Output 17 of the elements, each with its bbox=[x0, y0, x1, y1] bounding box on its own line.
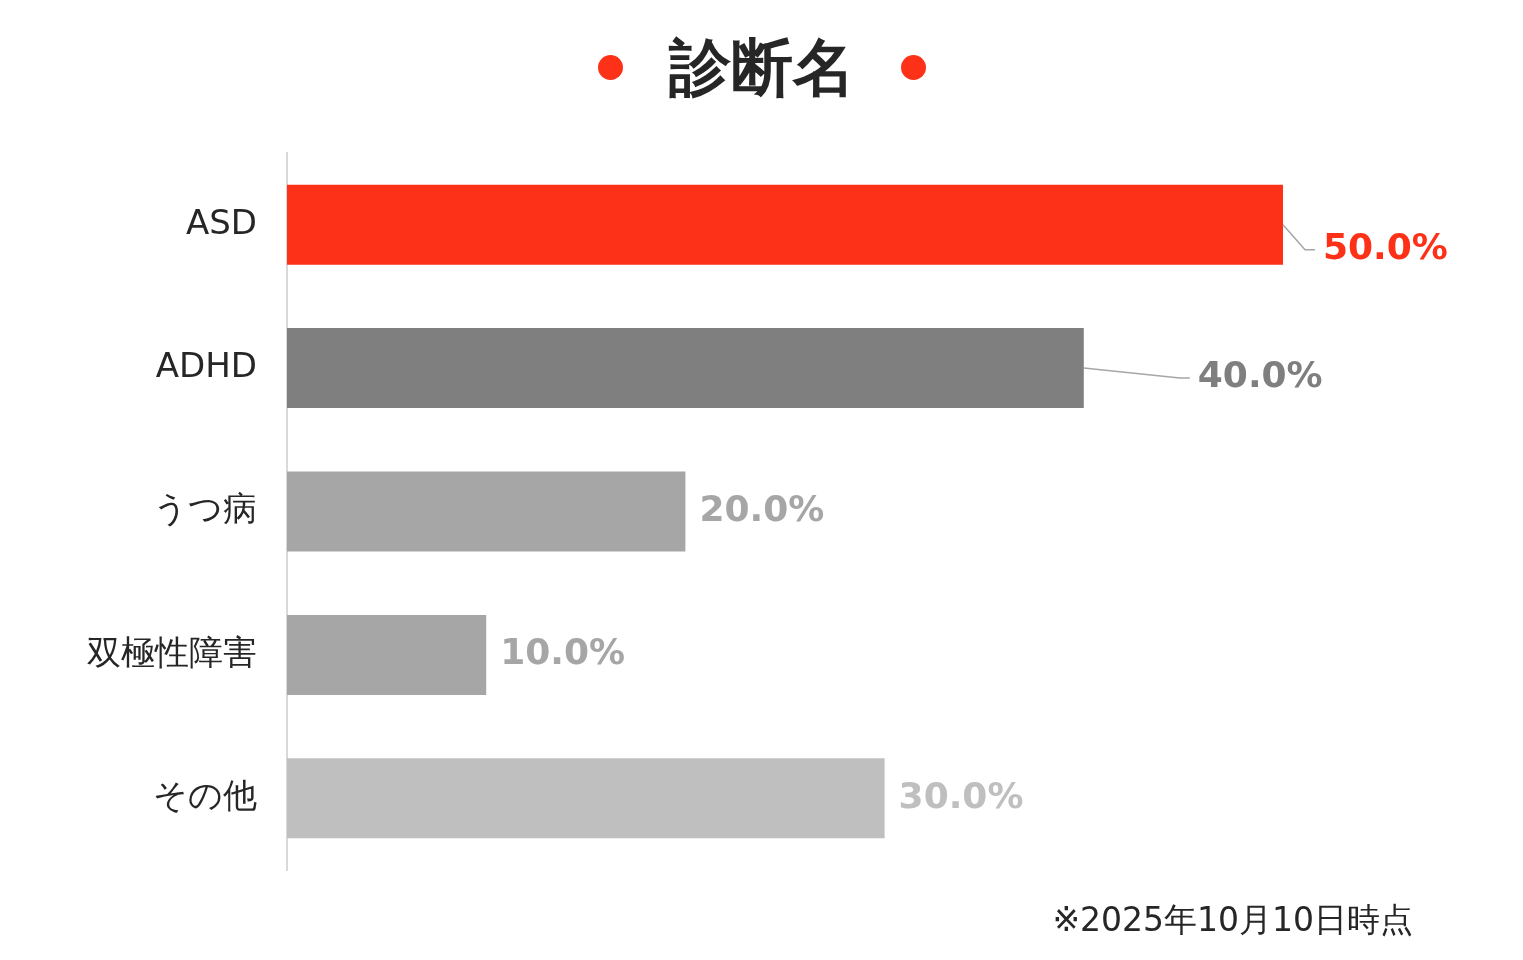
y-tick-label: その他 bbox=[153, 775, 257, 816]
y-tick-label: 双極性障害 bbox=[87, 631, 257, 672]
chart-title: 診断名 bbox=[668, 29, 855, 106]
data-label: 40.0% bbox=[1197, 354, 1323, 396]
y-tick-label: ADHD bbox=[155, 344, 257, 385]
bar bbox=[287, 184, 1283, 265]
data-label: 20.0% bbox=[699, 487, 825, 529]
y-tick-label: ASD bbox=[185, 201, 257, 242]
data-label: 50.0% bbox=[1323, 226, 1448, 268]
data-label: 30.0% bbox=[898, 774, 1024, 816]
data-label: 10.0% bbox=[500, 631, 626, 673]
bar bbox=[287, 328, 1084, 409]
bar bbox=[287, 758, 885, 839]
y-tick-label: うつ病 bbox=[153, 488, 257, 529]
bar bbox=[287, 471, 686, 552]
text: ※2025年10月10日時点 bbox=[1052, 899, 1413, 941]
bar bbox=[287, 614, 487, 695]
